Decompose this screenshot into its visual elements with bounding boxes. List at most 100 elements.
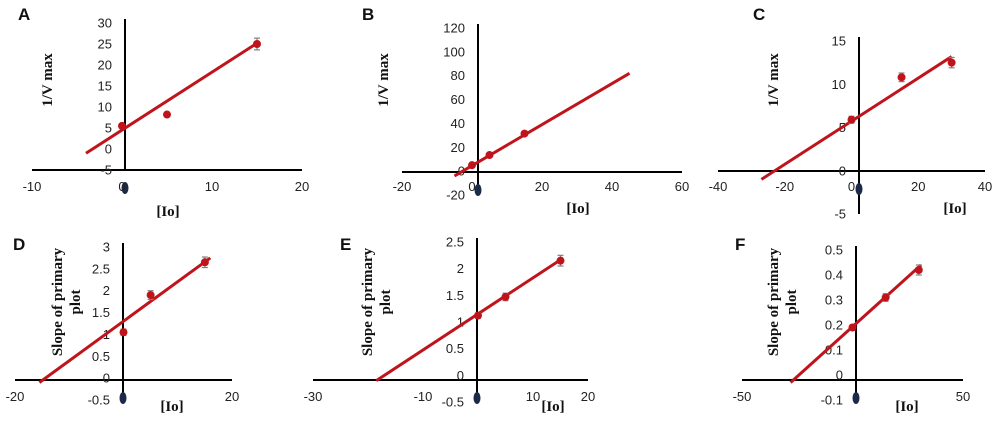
y-tick-label: 2.5 bbox=[446, 235, 464, 250]
x-tick-label: -10 bbox=[414, 389, 433, 404]
data-point bbox=[200, 258, 209, 267]
y-axis-label: Slope of primary plot bbox=[360, 247, 394, 356]
y-tick-label: 2.5 bbox=[92, 261, 110, 276]
fit-line bbox=[453, 72, 631, 178]
y-tick-label: 0.5 bbox=[825, 243, 843, 258]
x-tick-label: 20 bbox=[225, 389, 239, 404]
y-tick-label: 100 bbox=[443, 44, 465, 59]
x-tick-label: -20 bbox=[393, 179, 412, 194]
y-tick-label: 120 bbox=[443, 21, 465, 36]
x-axis-label: [Io] bbox=[566, 201, 589, 217]
x-tick-label: 50 bbox=[956, 389, 970, 404]
y-axis-label: Slope of primary plot bbox=[766, 247, 800, 356]
data-point bbox=[146, 291, 155, 300]
origin-marker bbox=[852, 392, 860, 404]
data-point bbox=[485, 151, 494, 160]
x-tick-label: 20 bbox=[581, 389, 595, 404]
y-tick-label: 20 bbox=[98, 58, 112, 73]
y-tick-label: 60 bbox=[451, 92, 465, 107]
x-tick-label: 60 bbox=[675, 179, 689, 194]
x-tick-label: 10 bbox=[205, 179, 219, 194]
x-tick-label: -30 bbox=[304, 389, 323, 404]
fit-line bbox=[375, 256, 565, 382]
data-point bbox=[118, 121, 126, 130]
y-tick-label: 40 bbox=[451, 116, 465, 131]
data-point bbox=[468, 161, 476, 170]
y-tick-label: 0 bbox=[836, 368, 843, 383]
origin-marker bbox=[474, 184, 482, 196]
data-point bbox=[163, 110, 171, 119]
y-tick-label: 0 bbox=[457, 368, 464, 383]
panel-a: -5 0 5 10 15 20 25 30 -10 0 10 20 A [Io] 1/V max bbox=[18, 5, 309, 220]
x-axis-label: [Io] bbox=[541, 399, 564, 415]
origin-marker bbox=[473, 392, 481, 404]
y-tick-label: 0.2 bbox=[825, 318, 843, 333]
panel-letter: E bbox=[340, 235, 351, 254]
y-tick-label: 1.5 bbox=[446, 288, 464, 303]
x-tick-label: 20 bbox=[535, 179, 549, 194]
x-tick-label: 0 bbox=[468, 179, 475, 194]
panel-letter: C bbox=[753, 5, 765, 24]
panel-letter: B bbox=[362, 5, 374, 24]
x-tick-label: -10 bbox=[23, 179, 42, 194]
data-point bbox=[848, 323, 857, 332]
fit-line bbox=[789, 263, 923, 384]
y-tick-label: 0 bbox=[103, 371, 110, 386]
panel-f: -0.100.10.20.30.40.5-50 50F[Io]Slope of p… bbox=[733, 235, 971, 415]
x-axis-label: [Io] bbox=[156, 204, 179, 220]
y-tick-label: 0.3 bbox=[825, 293, 843, 308]
x-tick-label: 0 bbox=[118, 179, 125, 194]
panel-letter: F bbox=[735, 235, 745, 254]
panel-e: -0.5 0 0.5 1 1.5 2 2.5 -30 -10 10 20 E [Io] Slope of … bbox=[304, 235, 596, 416]
y-tick-label: 20 bbox=[451, 140, 465, 155]
y-axis-label: 1/V max bbox=[40, 53, 56, 107]
x-tick-label: -20 bbox=[775, 179, 794, 194]
data-point bbox=[474, 311, 482, 320]
y-tick-label: -5 bbox=[100, 163, 112, 178]
y-axis-label: 1/V max bbox=[766, 53, 782, 107]
y-tick-label: 15 bbox=[98, 79, 112, 94]
data-point bbox=[914, 266, 923, 274]
y-tick-label: 1.5 bbox=[92, 305, 110, 320]
origin-marker bbox=[855, 183, 863, 195]
data-point bbox=[520, 129, 529, 138]
y-tick-label: 80 bbox=[451, 68, 465, 83]
data-point bbox=[253, 40, 261, 48]
y-tick-label: 10 bbox=[98, 100, 112, 115]
y-axis-label: 1/V max bbox=[376, 53, 392, 107]
x-tick-label: 0 bbox=[848, 179, 855, 194]
y-tick-label: 10 bbox=[832, 77, 846, 92]
y-tick-label: 0.5 bbox=[92, 349, 110, 364]
y-tick-label: 0.4 bbox=[825, 268, 843, 283]
x-tick-label: -40 bbox=[709, 179, 728, 194]
y-tick-label: 5 bbox=[105, 121, 112, 136]
y-tick-label: 3 bbox=[103, 240, 110, 255]
y-tick-label: 2 bbox=[103, 283, 110, 298]
data-point bbox=[556, 256, 565, 265]
data-point bbox=[947, 58, 956, 67]
origin-marker bbox=[121, 182, 129, 194]
data-point bbox=[847, 115, 856, 124]
x-tick-label: 20 bbox=[911, 179, 925, 194]
y-tick-label: 0.5 bbox=[446, 341, 464, 356]
x-tick-label: -50 bbox=[733, 389, 752, 404]
y-tick-label: 2 bbox=[457, 261, 464, 276]
y-tick-label: 0 bbox=[839, 163, 846, 178]
fit-line bbox=[38, 256, 212, 384]
x-axis-label: [Io] bbox=[895, 399, 918, 415]
panel-letter: A bbox=[18, 5, 30, 24]
data-point bbox=[897, 73, 906, 82]
y-tick-label: -20 bbox=[446, 188, 465, 203]
y-axis-label: Slope of primary plot bbox=[50, 247, 84, 356]
panel-letter: D bbox=[13, 235, 25, 254]
y-tick-label: -5 bbox=[834, 207, 846, 222]
x-tick-label: 40 bbox=[978, 179, 992, 194]
x-tick-label: 20 bbox=[295, 179, 309, 194]
fit-line bbox=[85, 40, 261, 155]
y-tick-label: 30 bbox=[98, 16, 112, 31]
y-tick-label: 1 bbox=[457, 315, 464, 330]
